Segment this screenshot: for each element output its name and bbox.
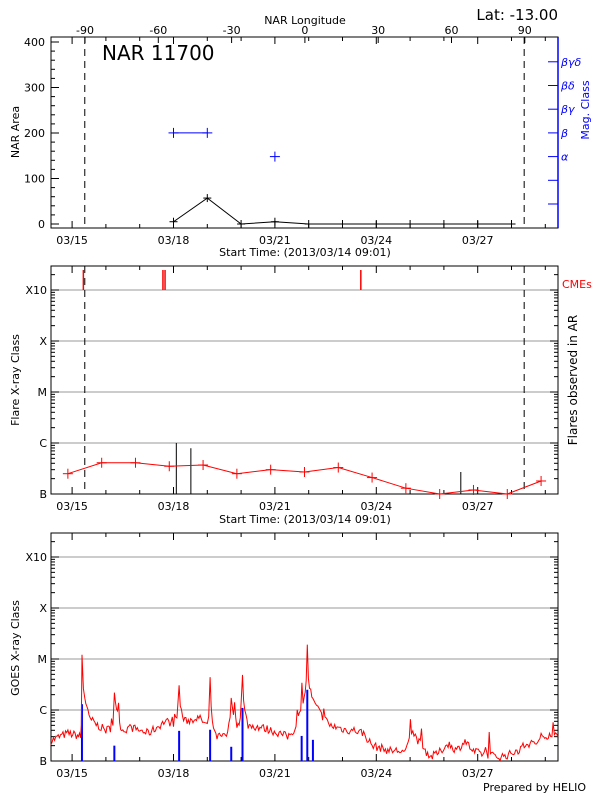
- nar-y-tick-label: 100: [24, 173, 45, 186]
- nar-y-tick-label: 0: [38, 218, 45, 231]
- longitude-tick-label: -60: [149, 24, 167, 37]
- mag-class-tick-label: βγδ: [560, 56, 582, 69]
- nar-date-tick-label: 03/24: [360, 234, 392, 247]
- longitude-tick-label: 30: [371, 24, 385, 37]
- goes-date-tick-label: 03/18: [158, 767, 190, 780]
- goes-long-channel-curve: [50, 644, 559, 762]
- longitude-tick-label: -30: [223, 24, 241, 37]
- mag-class-tick-label: βγ: [560, 103, 575, 116]
- flares-observed-axis-title: Flares observed in AR: [566, 315, 580, 445]
- nar-date-tick-label: 03/15: [56, 234, 88, 247]
- mag-class-tick-label: α: [561, 151, 569, 164]
- flare-date-tick-label: 03/21: [259, 500, 291, 513]
- mag-class-tick-label: βδ: [560, 80, 575, 93]
- mag-class-tick-label: β: [560, 127, 568, 140]
- top-axis-title: NAR Longitude: [264, 14, 346, 27]
- nar-plot-frame: [50, 36, 559, 229]
- flare-plot-frame: [50, 265, 559, 495]
- goes-class-tick-label: X10: [25, 551, 47, 564]
- goes-date-tick-label: 03/24: [360, 767, 392, 780]
- goes-date-tick-label: 03/21: [259, 767, 291, 780]
- goes-y-axis-title: GOES X-ray Class: [9, 600, 22, 696]
- nar-date-tick-label: 03/18: [158, 234, 190, 247]
- flare-date-tick-label: 03/27: [462, 500, 494, 513]
- nar-y-tick-label: 300: [24, 82, 45, 95]
- flare-class-tick-label: M: [38, 386, 48, 399]
- flare-date-tick-label: 03/15: [56, 500, 88, 513]
- nar-y-tick-label: 400: [24, 36, 45, 49]
- longitude-tick-label: 60: [445, 24, 459, 37]
- region-title: NAR 11700: [102, 41, 215, 65]
- goes-class-tick-label: X: [39, 602, 47, 615]
- goes-plot-frame: [50, 532, 559, 762]
- flare-class-tick-label: B: [39, 488, 47, 501]
- flare-class-tick-label: X: [39, 335, 47, 348]
- goes-class-tick-label: B: [39, 755, 47, 768]
- nar-date-tick-label: 03/27: [462, 234, 494, 247]
- nar-y-tick-label: 200: [24, 127, 45, 140]
- longitude-tick-label: 90: [518, 24, 532, 37]
- flare-class-tick-label: C: [39, 437, 47, 450]
- mag-class-axis-title: Mag. Class: [579, 80, 592, 139]
- longitude-tick-label: 0: [301, 24, 308, 37]
- nar-y-axis-title: NAR Area: [9, 106, 22, 158]
- flare-date-tick-label: 03/18: [158, 500, 190, 513]
- flare-x-axis-title: Start Time: (2013/03/14 09:01): [219, 513, 391, 526]
- flare-class-tick-label: X10: [25, 284, 47, 297]
- longitude-tick-label: -90: [76, 24, 94, 37]
- flare-y-axis-title: Flare X-ray Class: [9, 334, 22, 426]
- nar-x-axis-title: Start Time: (2013/03/14 09:01): [219, 246, 391, 259]
- goes-class-tick-label: C: [39, 704, 47, 717]
- nar-date-tick-label: 03/21: [259, 234, 291, 247]
- goes-date-tick-label: 03/15: [56, 767, 88, 780]
- cme-label: CMEs: [562, 278, 592, 291]
- flare-date-tick-label: 03/24: [360, 500, 392, 513]
- goes-date-tick-label: 03/27: [462, 767, 494, 780]
- latitude-label: Lat: -13.00: [476, 6, 558, 24]
- goes-class-tick-label: M: [38, 653, 48, 666]
- footer-credit: Prepared by HELIO: [483, 781, 586, 794]
